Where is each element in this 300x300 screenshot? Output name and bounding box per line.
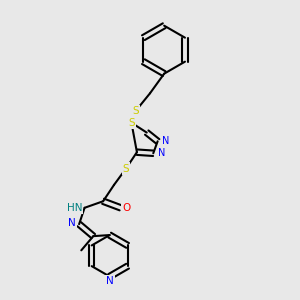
Text: N: N: [158, 148, 165, 158]
Text: N: N: [68, 218, 76, 228]
Text: S: S: [123, 164, 129, 173]
Text: S: S: [133, 106, 139, 116]
Text: HN: HN: [67, 203, 83, 213]
Text: N: N: [162, 136, 169, 146]
Text: S: S: [128, 118, 135, 128]
Text: N: N: [106, 276, 113, 286]
Text: O: O: [122, 203, 130, 213]
